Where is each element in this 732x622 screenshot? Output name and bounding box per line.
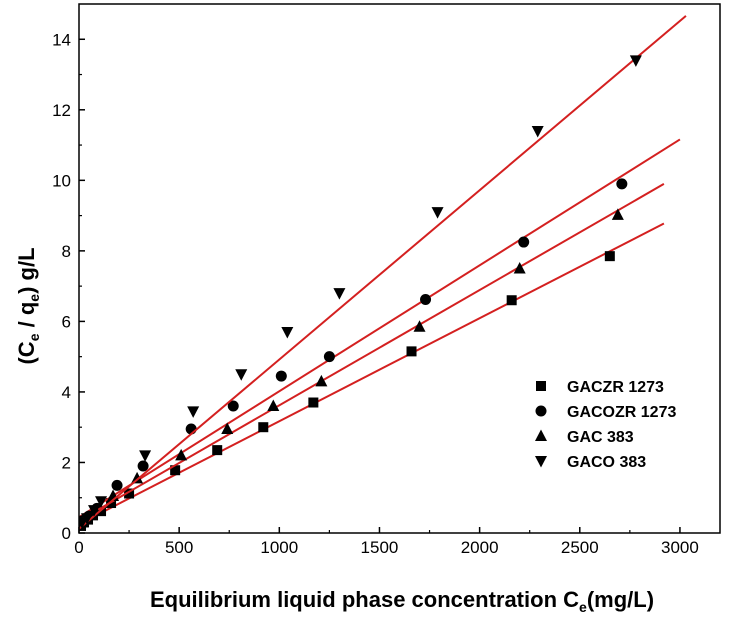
legend-label: GACOZR 1273 [567,404,676,421]
data-point [308,397,319,408]
data-point [137,460,149,472]
x-tick-label: 2500 [561,538,599,557]
data-point [616,178,628,190]
data-point [413,320,426,332]
data-point [281,326,294,339]
x-axis-title: Equilibrium liquid phase concentration C… [150,587,654,615]
data-point [221,422,234,434]
legend-item: GAC 383 [535,429,634,446]
data-point [95,496,108,508]
legend-marker [535,405,547,417]
data-point [531,125,544,138]
x-tick-label: 3000 [661,538,699,557]
data-point [604,251,615,262]
legend-item: GACZR 1273 [536,379,664,396]
legend-label: GAC 383 [567,429,634,446]
data-point [518,236,530,248]
data-point [506,295,517,306]
data-point [315,374,328,387]
data-point [267,399,280,412]
legend-marker [536,381,546,391]
y-tick-label: 8 [62,242,71,261]
x-tick-label: 0 [74,538,83,557]
data-point [258,422,269,433]
legend: GACZR 1273 GACOZR 1273 GAC 383 GACO 383 [535,379,676,471]
x-tick-label: 2000 [461,538,499,557]
plot-area [79,15,687,531]
data-point [170,465,181,476]
data-point [124,488,135,499]
y-tick-label: 0 [62,524,71,543]
data-point [131,471,144,484]
data-point [629,55,642,67]
x-tick-label: 1000 [260,538,298,557]
data-point [88,505,101,517]
x-tick-label: 500 [165,538,193,557]
data-point [81,513,94,525]
data-point [420,294,432,306]
data-point [235,369,248,381]
legend-item: GACO 383 [535,454,646,471]
legend-label: GACO 383 [567,454,646,471]
y-tick-label: 2 [62,453,71,472]
fit-line [79,183,665,522]
y-axis-title: (Ce / qe) g/L [14,247,42,364]
data-point [406,346,417,357]
data-point [187,406,200,418]
axes: 0 500 1000 1500 2000 2500 3000 0 2 4 6 8 10 12 14 [52,3,721,557]
y-tick-label: 4 [62,383,71,402]
data-point [227,400,239,412]
y-tick-label: 10 [52,171,71,190]
x-tick-label: 1500 [361,538,399,557]
y-tick-label: 12 [52,101,71,120]
y-tick-label: 6 [62,312,71,331]
data-point [333,288,346,300]
data-point [431,207,444,219]
data-point [513,262,526,274]
legend-marker [535,429,547,441]
legend-label: GACZR 1273 [567,379,664,396]
data-point [175,448,188,461]
data-point [111,479,123,491]
data-point [212,445,223,456]
data-point [275,370,287,382]
data-point [139,450,152,462]
data-point [323,351,335,363]
plot-frame [78,3,721,534]
legend-item: GACOZR 1273 [535,404,676,421]
legend-marker [535,456,547,468]
series-gaco-383 [79,15,687,530]
y-tick-label: 14 [52,30,71,49]
fit-line [79,15,687,530]
data-point [611,208,624,220]
